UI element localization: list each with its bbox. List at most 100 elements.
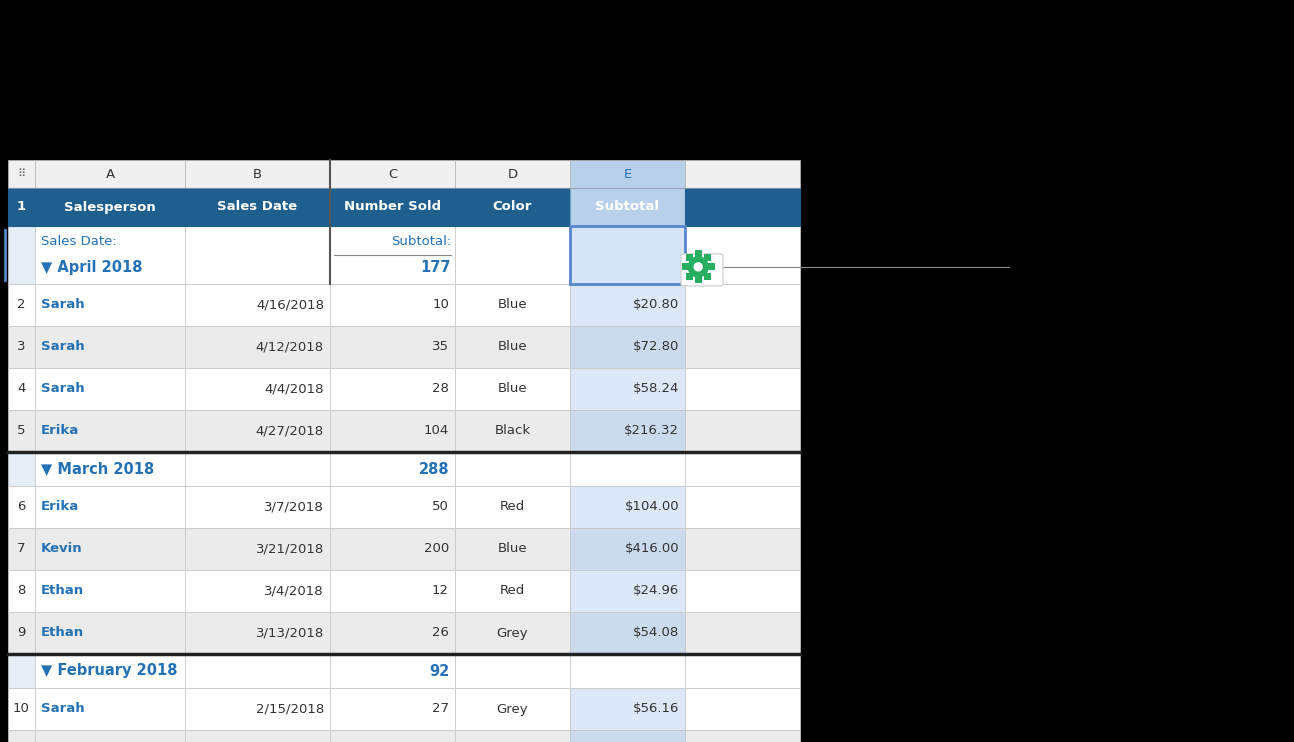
Bar — [569, 528, 685, 570]
Bar — [685, 452, 800, 486]
Text: 4/4/2018: 4/4/2018 — [264, 382, 324, 395]
Bar — [455, 410, 569, 452]
Bar — [35, 528, 185, 570]
Bar — [569, 612, 685, 654]
Text: 92: 92 — [428, 663, 449, 678]
Bar — [185, 368, 330, 410]
Text: 35: 35 — [432, 341, 449, 353]
Bar — [685, 284, 800, 326]
Text: C: C — [388, 168, 397, 180]
Bar — [35, 368, 185, 410]
Bar — [455, 730, 569, 742]
Bar — [8, 188, 35, 226]
Text: 10: 10 — [13, 703, 30, 715]
Bar — [569, 410, 685, 452]
Bar — [569, 160, 685, 188]
Bar — [685, 368, 800, 410]
Bar — [8, 688, 35, 730]
Bar — [695, 277, 701, 283]
Bar — [685, 730, 800, 742]
Text: Grey: Grey — [497, 626, 528, 640]
Text: 6: 6 — [17, 501, 26, 513]
Bar — [185, 612, 330, 654]
Bar — [330, 368, 455, 410]
Bar — [8, 226, 35, 284]
Bar — [330, 612, 455, 654]
Bar — [185, 188, 330, 226]
Bar — [8, 452, 35, 486]
Circle shape — [688, 257, 708, 277]
Text: ▼ April 2018: ▼ April 2018 — [41, 260, 142, 275]
Bar — [685, 160, 800, 188]
Text: Sarah: Sarah — [41, 298, 84, 312]
Text: Salesperson: Salesperson — [65, 200, 155, 214]
Text: $72.80: $72.80 — [633, 341, 679, 353]
Bar — [569, 486, 685, 528]
Circle shape — [694, 263, 703, 271]
Text: 3/13/2018: 3/13/2018 — [256, 626, 324, 640]
Bar — [185, 326, 330, 368]
Bar — [569, 188, 685, 226]
Bar — [695, 250, 701, 257]
Text: $58.24: $58.24 — [633, 382, 679, 395]
Bar — [685, 688, 800, 730]
Text: $24.96: $24.96 — [633, 585, 679, 597]
Text: $56.16: $56.16 — [633, 703, 679, 715]
Text: 3/4/2018: 3/4/2018 — [264, 585, 324, 597]
Text: 5: 5 — [17, 424, 26, 438]
Bar — [8, 326, 35, 368]
Bar — [330, 570, 455, 612]
Text: Sales Date:: Sales Date: — [41, 235, 116, 248]
Text: E: E — [624, 168, 631, 180]
Bar — [330, 160, 455, 188]
Bar — [8, 486, 35, 528]
Bar — [569, 730, 685, 742]
Bar — [455, 226, 569, 284]
Text: 4: 4 — [17, 382, 26, 395]
Bar — [330, 452, 455, 486]
Text: Sarah: Sarah — [41, 341, 84, 353]
Text: 3: 3 — [17, 341, 26, 353]
Bar — [35, 160, 185, 188]
Bar — [35, 452, 185, 486]
Text: 3/21/2018: 3/21/2018 — [256, 542, 324, 556]
Bar — [685, 654, 800, 688]
Bar — [685, 612, 800, 654]
Text: Grey: Grey — [497, 703, 528, 715]
Bar — [8, 284, 35, 326]
Bar — [330, 486, 455, 528]
Text: $416.00: $416.00 — [625, 542, 679, 556]
Bar — [569, 452, 685, 486]
Bar — [185, 570, 330, 612]
Bar — [8, 570, 35, 612]
Text: 2/15/2018: 2/15/2018 — [256, 703, 324, 715]
FancyBboxPatch shape — [681, 254, 723, 286]
Text: Kevin: Kevin — [41, 542, 83, 556]
Text: 26: 26 — [432, 626, 449, 640]
Text: Color: Color — [493, 200, 532, 214]
Bar — [8, 654, 35, 688]
Bar — [330, 730, 455, 742]
Bar — [8, 528, 35, 570]
Text: 27: 27 — [432, 703, 449, 715]
Bar — [685, 570, 800, 612]
Bar — [685, 188, 800, 226]
Text: D: D — [507, 168, 518, 180]
Text: Ethan: Ethan — [41, 626, 84, 640]
Text: Blue: Blue — [498, 298, 528, 312]
Text: $216.32: $216.32 — [624, 424, 679, 438]
Bar — [8, 730, 35, 742]
Bar — [185, 410, 330, 452]
Text: 12: 12 — [432, 585, 449, 597]
Bar — [330, 528, 455, 570]
Bar — [685, 528, 800, 570]
Text: A: A — [105, 168, 115, 180]
Bar — [569, 654, 685, 688]
Bar — [330, 326, 455, 368]
Bar — [330, 284, 455, 326]
Text: 288: 288 — [418, 462, 449, 476]
Bar — [682, 263, 688, 270]
Text: Ethan: Ethan — [41, 585, 84, 597]
Bar — [35, 486, 185, 528]
Bar — [704, 255, 710, 261]
